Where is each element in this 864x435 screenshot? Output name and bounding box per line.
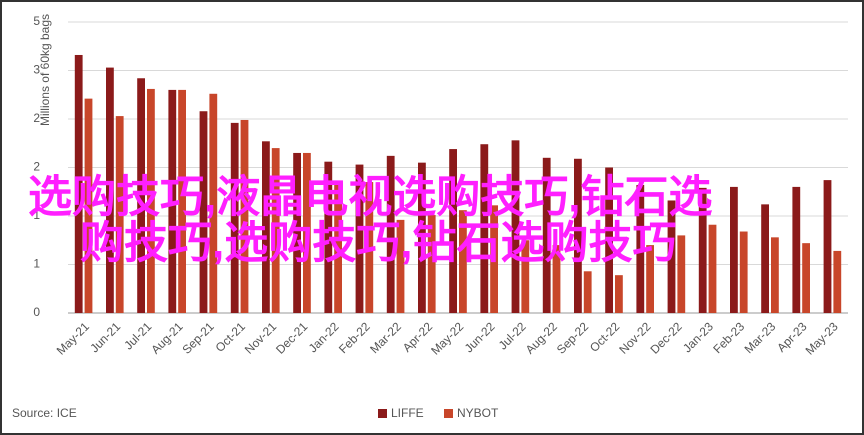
bar xyxy=(355,164,364,313)
y-tick-label: 2 xyxy=(33,111,40,125)
legend-label: NYBOT xyxy=(457,406,499,420)
bar xyxy=(677,235,686,313)
bar xyxy=(84,98,93,313)
bar xyxy=(490,205,498,313)
bar xyxy=(386,155,395,313)
bar xyxy=(209,93,218,313)
bar xyxy=(521,240,530,313)
bar xyxy=(240,119,249,313)
bar xyxy=(511,140,520,313)
bar xyxy=(115,116,124,313)
bar xyxy=(418,162,426,313)
y-tick-label: 0 xyxy=(33,305,40,319)
bar xyxy=(293,152,301,313)
bar xyxy=(168,89,177,314)
bar xyxy=(605,167,613,313)
bar xyxy=(396,219,405,313)
bar xyxy=(334,184,342,313)
bar xyxy=(365,182,374,313)
bar xyxy=(708,224,717,313)
legend-swatch xyxy=(378,409,387,418)
bar xyxy=(646,245,654,313)
bar xyxy=(147,88,155,314)
bar xyxy=(459,210,467,313)
bar xyxy=(667,200,676,313)
bar xyxy=(552,245,561,313)
bar xyxy=(271,148,280,313)
bar xyxy=(823,180,832,313)
legend-swatch xyxy=(444,409,453,418)
bar xyxy=(178,89,186,314)
bar xyxy=(771,237,779,313)
bar xyxy=(833,250,842,313)
bar xyxy=(449,149,457,313)
bar xyxy=(574,158,582,313)
bar xyxy=(230,122,239,313)
bar xyxy=(480,144,489,313)
bar xyxy=(802,243,810,313)
bar xyxy=(583,271,592,313)
bar xyxy=(792,186,801,313)
y-tick-label: 5 xyxy=(33,14,40,28)
bar xyxy=(199,111,208,314)
bar xyxy=(698,187,707,313)
bar xyxy=(427,215,436,313)
bar xyxy=(636,184,645,313)
bar xyxy=(739,231,748,313)
legend-label: LIFFE xyxy=(391,406,424,420)
bar xyxy=(74,54,83,313)
y-axis-label: Millions of 60kg bags xyxy=(38,14,52,126)
bar xyxy=(262,141,270,313)
bar xyxy=(303,152,311,313)
y-tick-label: 1 xyxy=(33,208,40,222)
bar xyxy=(615,275,623,313)
bar xyxy=(730,186,738,313)
bar xyxy=(761,204,769,313)
y-tick-label: 2 xyxy=(33,160,40,174)
source: Source: ICE xyxy=(12,406,77,420)
overlay-text: 选购技巧,液晶电视选购技巧,钻石选 xyxy=(28,173,712,222)
bar xyxy=(324,161,333,313)
overlay-text: 购技巧,选购技巧,钻石选购技巧 xyxy=(80,219,676,268)
y-tick-label: 1 xyxy=(33,257,40,271)
y-tick-label: 3 xyxy=(33,63,40,77)
bar xyxy=(137,78,145,313)
bar xyxy=(106,67,114,313)
bar xyxy=(542,157,551,313)
